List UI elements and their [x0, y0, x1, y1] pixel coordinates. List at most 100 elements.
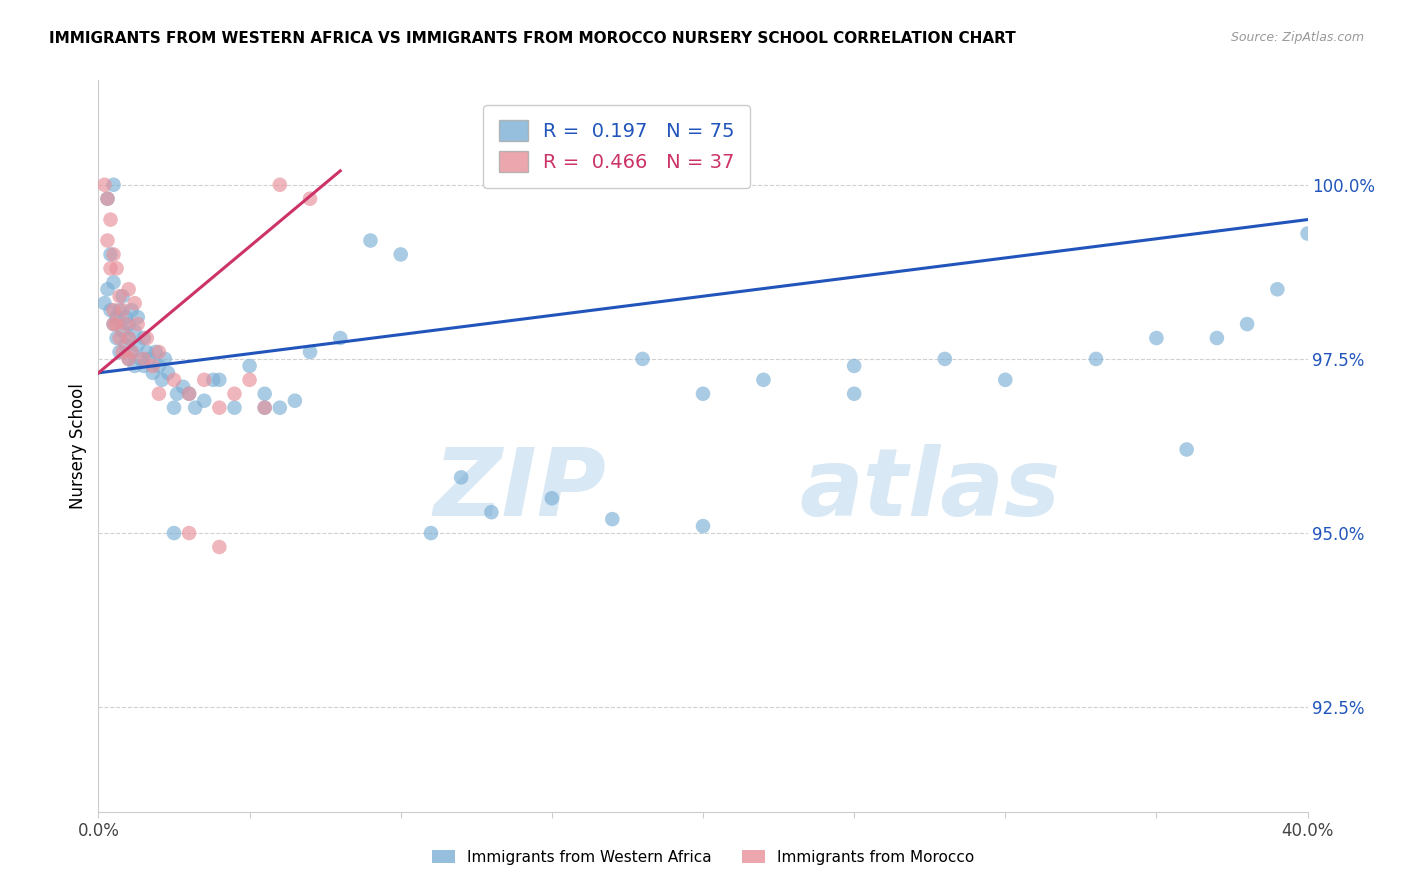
Point: [111, 289, 134, 303]
Point: [114, 317, 136, 331]
Point: [934, 351, 956, 366]
Point: [1146, 331, 1168, 345]
Point: [105, 331, 128, 345]
Point: [127, 310, 149, 325]
Point: [135, 331, 157, 345]
Point: [239, 359, 262, 373]
Point: [163, 526, 186, 541]
Text: IMMIGRANTS FROM WESTERN AFRICA VS IMMIGRANTS FROM MOROCCO NURSERY SCHOOL CORRELA: IMMIGRANTS FROM WESTERN AFRICA VS IMMIGR…: [49, 31, 1017, 46]
Point: [129, 351, 152, 366]
Point: [153, 351, 176, 366]
Point: [1206, 331, 1229, 345]
Text: Source: ZipAtlas.com: Source: ZipAtlas.com: [1230, 31, 1364, 45]
Point: [156, 366, 179, 380]
Point: [103, 303, 125, 318]
Point: [994, 373, 1017, 387]
Point: [124, 324, 146, 338]
Point: [103, 275, 125, 289]
Point: [253, 386, 276, 401]
Point: [360, 234, 382, 248]
Point: [103, 317, 125, 331]
Point: [166, 386, 188, 401]
Point: [111, 324, 134, 338]
Point: [450, 470, 472, 484]
Point: [193, 373, 215, 387]
Point: [132, 359, 155, 373]
Point: [184, 401, 207, 415]
Point: [148, 345, 170, 359]
Point: [100, 212, 122, 227]
Point: [103, 178, 125, 192]
Point: [389, 247, 412, 261]
Point: [108, 345, 131, 359]
Point: [692, 519, 714, 533]
Point: [96, 234, 118, 248]
Point: [114, 338, 136, 352]
Point: [752, 373, 775, 387]
Point: [127, 317, 149, 331]
Point: [224, 401, 246, 415]
Point: [124, 359, 146, 373]
Point: [329, 331, 352, 345]
Point: [1175, 442, 1198, 457]
Point: [105, 310, 128, 325]
Point: [108, 303, 131, 318]
Point: [111, 303, 134, 318]
Point: [208, 401, 231, 415]
Point: [692, 386, 714, 401]
Point: [208, 373, 231, 387]
Point: [103, 317, 125, 331]
Point: [179, 386, 201, 401]
Point: [118, 331, 141, 345]
Point: [299, 192, 322, 206]
Point: [111, 345, 134, 359]
Y-axis label: Nursery School: Nursery School: [69, 383, 87, 509]
Point: [208, 540, 231, 554]
Point: [118, 282, 141, 296]
Point: [121, 303, 143, 318]
Text: ZIP: ZIP: [433, 444, 606, 536]
Point: [96, 282, 118, 296]
Point: [202, 373, 225, 387]
Point: [239, 373, 262, 387]
Point: [118, 351, 141, 366]
Point: [114, 310, 136, 325]
Point: [108, 331, 131, 345]
Point: [602, 512, 624, 526]
Point: [118, 351, 141, 366]
Point: [100, 261, 122, 276]
Point: [844, 386, 866, 401]
Point: [132, 331, 155, 345]
Point: [145, 345, 167, 359]
Point: [100, 247, 122, 261]
Point: [118, 317, 141, 331]
Point: [142, 359, 165, 373]
Point: [132, 351, 155, 366]
Point: [93, 296, 115, 310]
Point: [148, 386, 170, 401]
Point: [193, 393, 215, 408]
Point: [142, 366, 165, 380]
Point: [96, 192, 118, 206]
Point: [540, 491, 562, 506]
Legend: Immigrants from Western Africa, Immigrants from Morocco: Immigrants from Western Africa, Immigran…: [426, 844, 980, 871]
Point: [299, 345, 322, 359]
Point: [139, 351, 162, 366]
Point: [1296, 227, 1319, 241]
Point: [127, 338, 149, 352]
Point: [253, 401, 276, 415]
Point: [269, 178, 291, 192]
Point: [163, 373, 186, 387]
Point: [1236, 317, 1258, 331]
Point: [172, 380, 194, 394]
Point: [844, 359, 866, 373]
Point: [163, 401, 186, 415]
Point: [124, 296, 146, 310]
Point: [179, 386, 201, 401]
Point: [118, 331, 141, 345]
Point: [224, 386, 246, 401]
Point: [121, 345, 143, 359]
Point: [284, 393, 307, 408]
Point: [108, 289, 131, 303]
Point: [148, 359, 170, 373]
